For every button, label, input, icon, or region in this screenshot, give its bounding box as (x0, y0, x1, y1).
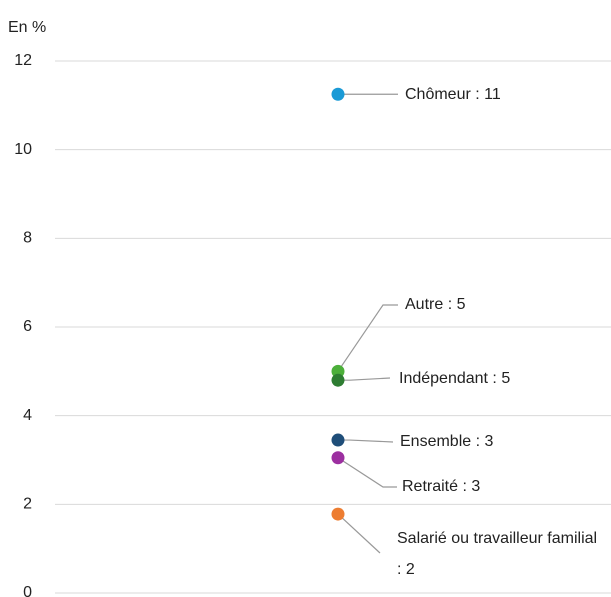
data-label: Chômeur : 11 (405, 86, 501, 103)
data-label: Ensemble : 3 (400, 433, 494, 450)
y-tick-label: 12 (14, 52, 32, 69)
data-label: Autre : 5 (405, 296, 466, 313)
y-axis-label: En % (8, 19, 46, 36)
y-tick-label: 10 (14, 141, 32, 158)
data-label: Retraité : 3 (402, 478, 481, 495)
y-tick-label: 6 (23, 318, 32, 335)
y-tick-label: 8 (23, 230, 32, 247)
leader-line (337, 513, 381, 554)
leader-line (337, 304, 398, 372)
leader-line (338, 377, 391, 381)
leader-line (337, 457, 397, 488)
leader-line (338, 439, 394, 443)
data-label: Salarié ou travailleur familial : 2 (397, 530, 598, 578)
y-tick-label: 4 (23, 407, 32, 424)
y-tick-label: 2 (23, 496, 32, 513)
point (331, 451, 345, 465)
point (331, 433, 345, 447)
data-label: Indépendant : 5 (399, 370, 511, 387)
point (331, 87, 345, 101)
point (331, 507, 345, 521)
point (331, 373, 345, 387)
y-tick-label: 0 (23, 584, 32, 597)
